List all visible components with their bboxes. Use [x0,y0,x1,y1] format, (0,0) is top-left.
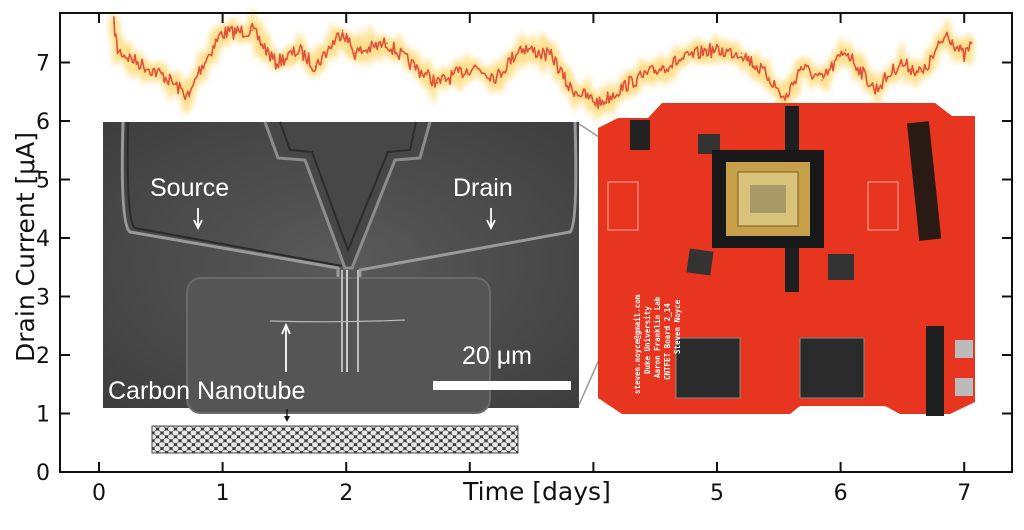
scale-bar-label: 20 μm [462,342,532,370]
data-point [844,49,847,52]
sem-image-inset: Source Drain Carbon Nanotube 20 μm [103,121,579,414]
data-point [628,82,631,84]
data-point [740,52,743,54]
x-tick-label: 2 [339,481,353,506]
data-point [706,49,708,52]
data-point [551,55,554,58]
source-arrow-icon [193,208,203,231]
current-trace [108,6,976,124]
data-point [188,96,191,98]
pcb-silk-board: CNTFET Board 2_14 [663,303,672,380]
data-point [899,62,901,64]
data-point [784,99,786,101]
y-tick-label: 1 [36,403,50,428]
y-tick-label: 7 [36,52,50,77]
pcb-silk-email: steven.noyce@gmail.com [633,294,642,394]
data-point [314,65,317,68]
y-tick-label: 2 [36,344,50,369]
pcb-silk-lab: Aaron Franklin Lab [653,296,662,378]
y-tick-label: 3 [36,286,50,311]
x-axis-title: Time [days] [462,477,611,506]
data-point [963,55,965,58]
data-point [663,65,665,68]
scale-bar [433,381,571,390]
data-point [922,72,925,74]
y-tick-label: 5 [36,169,50,194]
x-tick-label: 6 [834,481,848,506]
x-tick-label: 0 [92,481,106,506]
data-point [413,65,415,68]
source-label: Source [150,174,229,202]
data-point [251,29,254,32]
data-point [220,32,223,35]
data-point [496,76,498,78]
data-point [436,82,439,84]
data-point [598,102,601,105]
y-tick-label: 0 [36,461,50,486]
data-point [197,72,199,74]
x-tick-label: 7 [957,481,971,506]
data-point [800,65,802,68]
data-point [274,62,277,64]
data-point [821,79,823,81]
nanotube-arrow-icon [281,322,291,372]
data-point [970,42,973,44]
pcb-silk-university: Duke University [643,306,652,374]
data-point [116,49,119,52]
carbon-nanotube-label: Carbon Nanotube [108,377,305,405]
data-point [472,65,475,68]
data-point [113,22,115,25]
x-tick-label: 1 [216,481,230,506]
nanotube-lattice-graphic [151,409,519,454]
y-tick-label: 6 [36,110,50,135]
pcb-header [630,120,650,150]
drain-label: Drain [453,174,513,202]
data-point [768,76,770,78]
data-point [519,46,522,49]
data-point [132,59,135,61]
drain-arrow-icon [486,208,496,231]
data-point [567,86,570,88]
pcb-silk-name: Steven Noyce [673,299,682,354]
plot-frame [59,12,1013,473]
pcb-photo-inset: steven.noyce@gmail.com Duke University A… [598,103,975,416]
data-point [164,76,167,78]
trace-line [113,16,973,110]
data-point [341,29,344,32]
axis-tick-labels: 0 1 2 5 6 7 0 1 2 3 4 5 6 7 [36,52,971,507]
y-axis-title: Drain Current [μA] [11,132,40,362]
data-point [354,52,356,54]
x-tick-label: 5 [710,481,724,506]
data-point [874,89,877,91]
data-point [298,49,301,52]
data-point [946,32,948,35]
data-point [386,42,388,44]
y-tick-label: 4 [36,227,50,252]
axis-ticks [60,13,1012,473]
